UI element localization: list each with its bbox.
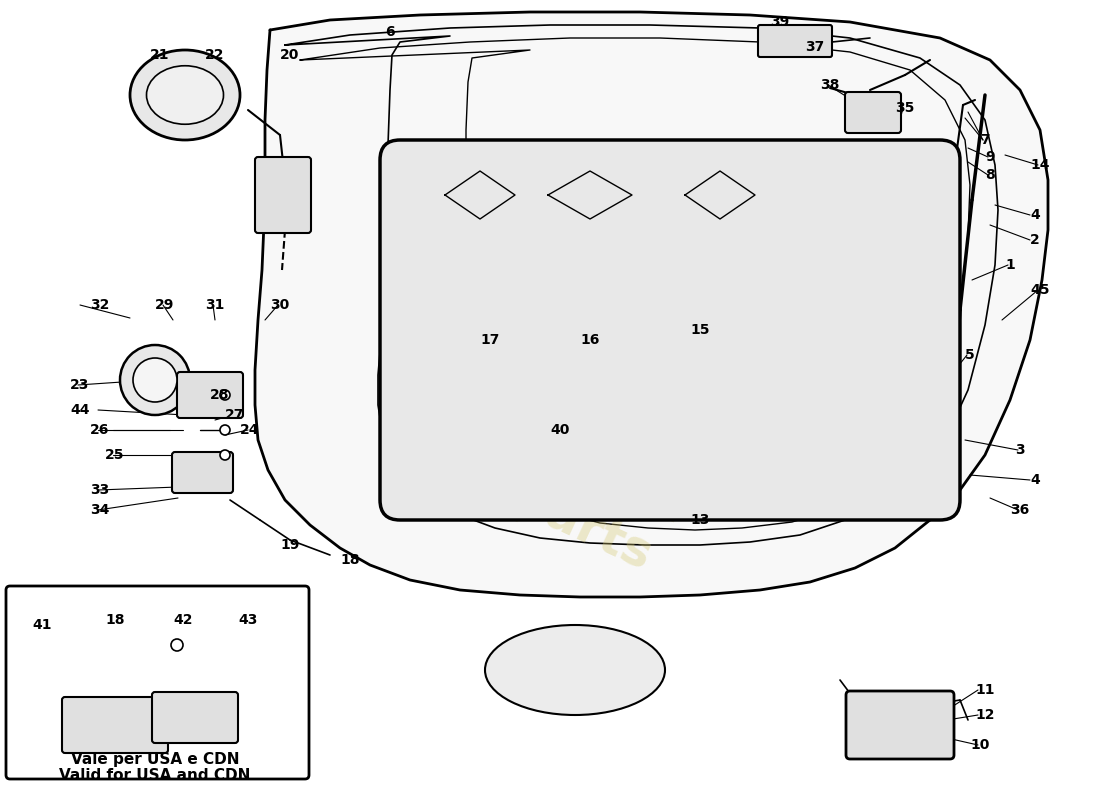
Circle shape (220, 425, 230, 435)
Polygon shape (255, 12, 1048, 597)
FancyBboxPatch shape (846, 691, 954, 759)
Circle shape (220, 450, 230, 460)
Text: 16: 16 (581, 333, 600, 347)
Text: 37: 37 (805, 40, 825, 54)
Text: 8: 8 (986, 168, 994, 182)
Text: 6: 6 (385, 25, 395, 39)
Text: 40: 40 (550, 423, 570, 437)
Text: 33: 33 (90, 483, 110, 497)
FancyBboxPatch shape (379, 140, 960, 520)
FancyBboxPatch shape (255, 157, 311, 233)
Text: 11: 11 (976, 683, 994, 697)
Ellipse shape (130, 50, 240, 140)
FancyBboxPatch shape (758, 25, 832, 57)
FancyBboxPatch shape (172, 452, 233, 493)
Text: 4: 4 (1030, 473, 1040, 487)
Text: 29: 29 (155, 298, 175, 312)
Text: 10: 10 (970, 738, 990, 752)
Text: 18: 18 (340, 553, 360, 567)
Text: 19: 19 (280, 538, 299, 552)
Polygon shape (440, 153, 520, 237)
FancyBboxPatch shape (177, 372, 243, 418)
Text: 35: 35 (895, 101, 915, 115)
Text: 21: 21 (151, 48, 169, 62)
Text: 36: 36 (1011, 503, 1030, 517)
Text: 23: 23 (70, 378, 90, 392)
Text: 31: 31 (206, 298, 224, 312)
Text: 3: 3 (1015, 443, 1025, 457)
Text: 39: 39 (770, 15, 790, 29)
Text: 13: 13 (691, 513, 710, 527)
FancyBboxPatch shape (152, 692, 238, 743)
Text: 14: 14 (1031, 158, 1049, 172)
Text: 17: 17 (481, 333, 499, 347)
Text: a passion
for parts: a passion for parts (407, 377, 693, 583)
Text: 24: 24 (240, 423, 260, 437)
Text: 9: 9 (986, 150, 994, 164)
Circle shape (170, 639, 183, 651)
Ellipse shape (485, 625, 666, 715)
Text: 30: 30 (271, 298, 289, 312)
Text: 28: 28 (210, 388, 230, 402)
Text: 44: 44 (70, 403, 90, 417)
Text: 5: 5 (965, 348, 975, 362)
FancyBboxPatch shape (845, 92, 901, 133)
Text: 15: 15 (691, 323, 710, 337)
Circle shape (133, 358, 177, 402)
Text: 4: 4 (1030, 208, 1040, 222)
Circle shape (220, 390, 230, 400)
Text: 22: 22 (206, 48, 224, 62)
FancyBboxPatch shape (62, 697, 168, 753)
Text: 2: 2 (1030, 233, 1040, 247)
Text: 1: 1 (1005, 258, 1015, 272)
Text: 45: 45 (1031, 283, 1049, 297)
Text: 26: 26 (90, 423, 110, 437)
Text: 27: 27 (226, 408, 244, 422)
Text: Vale per USA e CDN: Vale per USA e CDN (70, 752, 240, 767)
Text: 12: 12 (976, 708, 994, 722)
Text: Valid for USA and CDN: Valid for USA and CDN (59, 768, 251, 783)
Text: 43: 43 (239, 613, 257, 627)
Polygon shape (680, 153, 760, 237)
Polygon shape (543, 153, 637, 237)
FancyBboxPatch shape (6, 586, 309, 779)
Text: 32: 32 (90, 298, 110, 312)
Text: 20: 20 (280, 48, 299, 62)
Text: 41: 41 (32, 618, 52, 632)
Text: 25: 25 (106, 448, 124, 462)
Text: 18: 18 (106, 613, 124, 627)
Ellipse shape (146, 66, 223, 124)
Text: 42: 42 (174, 613, 192, 627)
Text: 34: 34 (90, 503, 110, 517)
Text: 7: 7 (980, 133, 990, 147)
Circle shape (120, 345, 190, 415)
Text: 38: 38 (821, 78, 839, 92)
